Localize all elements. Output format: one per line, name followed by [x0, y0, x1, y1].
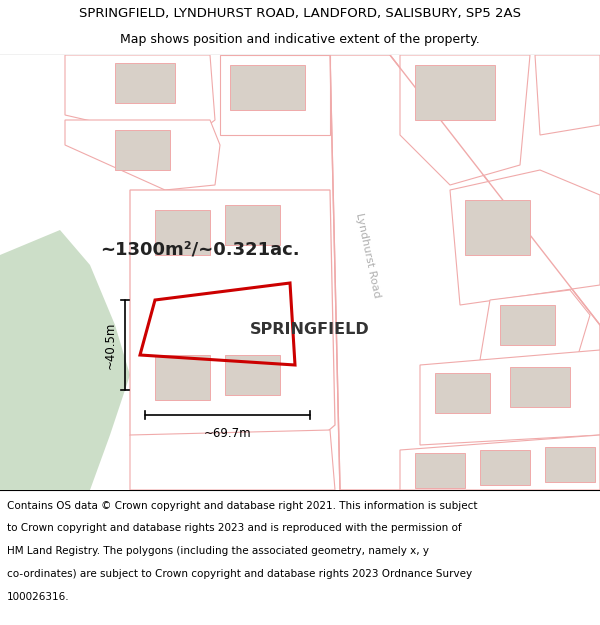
Bar	[230, 65, 305, 110]
Bar	[225, 355, 280, 395]
Text: Contains OS data © Crown copyright and database right 2021. This information is : Contains OS data © Crown copyright and d…	[7, 501, 478, 511]
Polygon shape	[535, 55, 600, 135]
Text: ~69.7m: ~69.7m	[203, 427, 251, 440]
Bar	[415, 453, 465, 488]
Bar	[465, 200, 530, 255]
Polygon shape	[0, 230, 130, 490]
Polygon shape	[220, 55, 330, 135]
Polygon shape	[330, 55, 600, 490]
Bar	[545, 447, 595, 482]
Text: ~1300m²/~0.321ac.: ~1300m²/~0.321ac.	[100, 241, 300, 259]
Bar	[155, 355, 210, 400]
Bar	[115, 63, 175, 103]
Text: HM Land Registry. The polygons (including the associated geometry, namely x, y: HM Land Registry. The polygons (includin…	[7, 546, 429, 556]
Bar	[225, 205, 280, 245]
Bar	[510, 367, 570, 407]
Polygon shape	[65, 120, 220, 190]
Polygon shape	[130, 430, 335, 490]
Polygon shape	[400, 435, 600, 490]
Polygon shape	[130, 190, 335, 455]
Polygon shape	[420, 350, 600, 445]
Polygon shape	[480, 290, 590, 365]
Polygon shape	[400, 55, 530, 185]
Polygon shape	[65, 55, 215, 135]
Bar	[115, 130, 170, 170]
Bar	[500, 305, 555, 345]
Bar	[480, 450, 530, 485]
Text: SPRINGFIELD, LYNDHURST ROAD, LANDFORD, SALISBURY, SP5 2AS: SPRINGFIELD, LYNDHURST ROAD, LANDFORD, S…	[79, 8, 521, 20]
Text: 100026316.: 100026316.	[7, 591, 70, 601]
Bar	[155, 210, 210, 255]
Text: Map shows position and indicative extent of the property.: Map shows position and indicative extent…	[120, 33, 480, 46]
Text: co-ordinates) are subject to Crown copyright and database rights 2023 Ordnance S: co-ordinates) are subject to Crown copyr…	[7, 569, 472, 579]
Bar	[435, 373, 490, 413]
Text: to Crown copyright and database rights 2023 and is reproduced with the permissio: to Crown copyright and database rights 2…	[7, 524, 462, 534]
Text: Lyndhurst Road: Lyndhurst Road	[354, 212, 382, 298]
Text: ~40.5m: ~40.5m	[104, 321, 117, 369]
Polygon shape	[450, 170, 600, 305]
Bar	[415, 65, 495, 120]
Text: SPRINGFIELD: SPRINGFIELD	[250, 322, 370, 338]
